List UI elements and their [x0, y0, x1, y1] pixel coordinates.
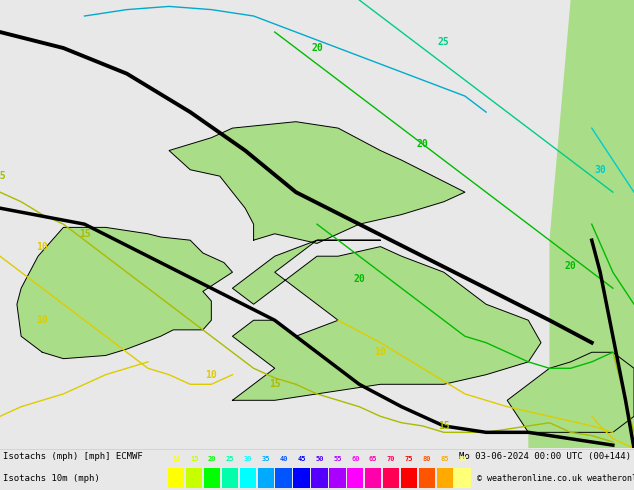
Bar [168, 468, 184, 488]
Text: 20: 20 [565, 261, 576, 271]
Text: 20: 20 [311, 43, 323, 53]
Bar [437, 468, 453, 488]
Bar [240, 468, 256, 488]
Polygon shape [17, 227, 233, 359]
Text: 80: 80 [423, 456, 431, 462]
Text: 15: 15 [0, 171, 6, 181]
Text: Isotachs (mph) [mph] ECMWF: Isotachs (mph) [mph] ECMWF [3, 452, 143, 461]
Text: 10: 10 [172, 456, 181, 462]
Text: 10: 10 [36, 315, 48, 325]
Bar [401, 468, 417, 488]
Text: 35: 35 [261, 456, 270, 462]
Text: 20: 20 [208, 456, 216, 462]
Bar [383, 468, 399, 488]
Bar [365, 468, 382, 488]
Text: 15: 15 [269, 379, 281, 389]
Bar [294, 468, 310, 488]
Bar [455, 468, 471, 488]
Bar [275, 468, 292, 488]
Text: 20: 20 [353, 273, 365, 284]
Bar [222, 468, 238, 488]
Text: 70: 70 [387, 456, 396, 462]
Text: 60: 60 [351, 456, 359, 462]
Bar [186, 468, 202, 488]
Polygon shape [550, 0, 634, 368]
Text: 10: 10 [375, 347, 386, 357]
Text: 10: 10 [36, 242, 48, 251]
Text: © weatheronline.co.uk weatheronline.co.uk: © weatheronline.co.uk weatheronline.co.u… [477, 474, 634, 483]
Text: Isotachs 10m (mph): Isotachs 10m (mph) [3, 474, 100, 483]
Text: 15: 15 [79, 229, 91, 239]
Text: 20: 20 [417, 139, 429, 149]
Text: 90: 90 [458, 456, 467, 462]
Bar [311, 468, 328, 488]
Polygon shape [233, 240, 541, 400]
Polygon shape [528, 368, 634, 448]
Text: 85: 85 [441, 456, 449, 462]
Text: 25: 25 [438, 37, 450, 47]
Text: 75: 75 [404, 456, 413, 462]
Polygon shape [613, 0, 634, 176]
Text: 45: 45 [297, 456, 306, 462]
Text: 15: 15 [438, 421, 450, 431]
Bar [257, 468, 274, 488]
Text: 10: 10 [205, 369, 217, 380]
Text: 55: 55 [333, 456, 342, 462]
Text: 50: 50 [315, 456, 324, 462]
Text: Mo 03-06-2024 00:00 UTC (00+144): Mo 03-06-2024 00:00 UTC (00+144) [459, 452, 631, 461]
Polygon shape [507, 352, 634, 432]
Bar [329, 468, 346, 488]
Text: 30: 30 [594, 165, 606, 175]
Text: 25: 25 [226, 456, 234, 462]
Bar [347, 468, 363, 488]
Text: 15: 15 [190, 456, 198, 462]
Bar [204, 468, 220, 488]
Polygon shape [169, 122, 465, 244]
Text: 65: 65 [369, 456, 377, 462]
Text: 30: 30 [243, 456, 252, 462]
Text: 40: 40 [280, 456, 288, 462]
Bar [418, 468, 435, 488]
